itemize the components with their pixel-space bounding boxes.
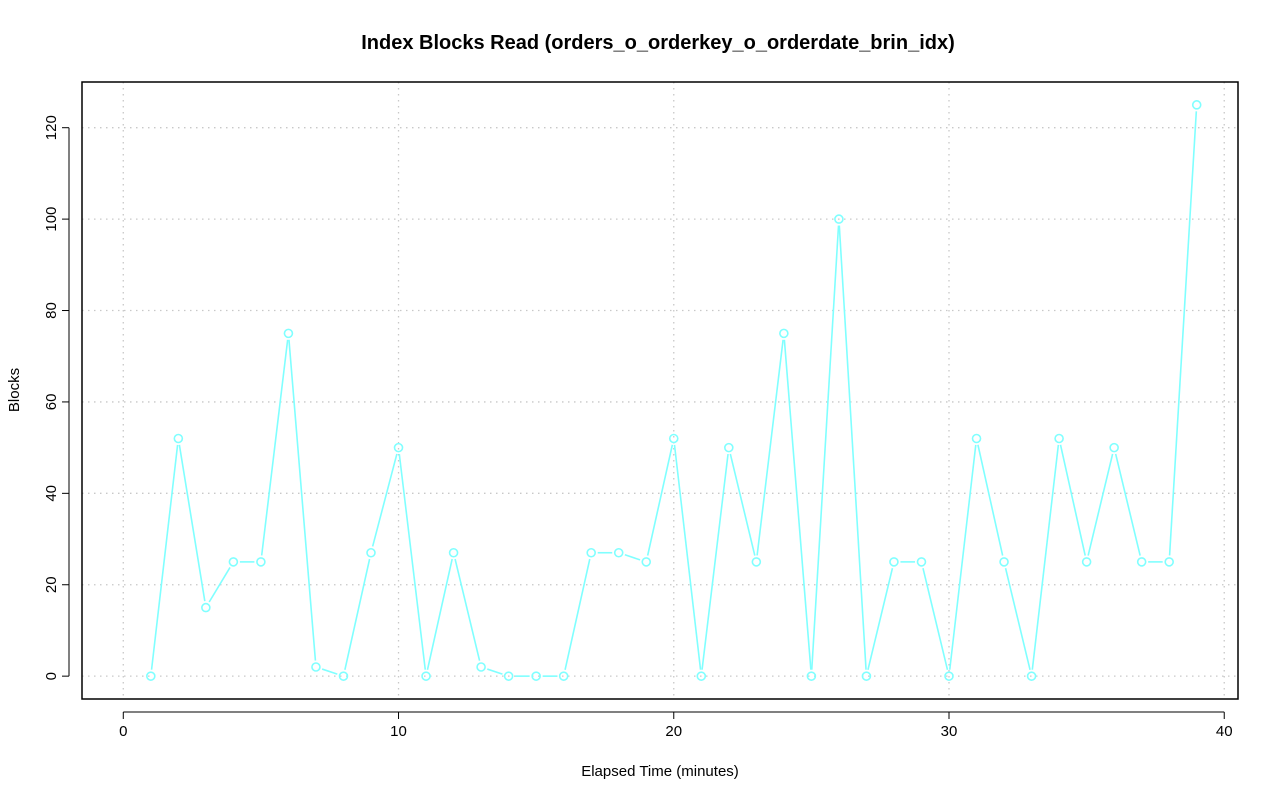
- series-line-segment: [260, 339, 289, 556]
- series-line-segment: [208, 567, 231, 603]
- data-point: [173, 433, 184, 444]
- series-line-segment: [948, 444, 977, 670]
- series-line-segment: [1031, 444, 1060, 670]
- data-point: [201, 602, 211, 613]
- data-point: [531, 671, 541, 681]
- data-point: [1026, 671, 1037, 681]
- data-point: [1164, 557, 1174, 567]
- y-axis-label: Blocks: [6, 368, 23, 412]
- series-line-segment: [178, 444, 206, 602]
- data-point: [311, 662, 321, 672]
- series-line-segment: [454, 558, 481, 661]
- series-line-segment: [398, 453, 427, 670]
- series-line-segment: [288, 339, 317, 661]
- data-point: [834, 214, 844, 224]
- data-point: [448, 547, 459, 558]
- series-line-segment: [371, 453, 398, 547]
- data-point: [668, 433, 679, 444]
- data-point: [751, 557, 762, 567]
- series-line-segment: [564, 558, 591, 670]
- data-point: [861, 671, 872, 681]
- series-line-segment: [646, 444, 674, 556]
- x-axis-label: Elapsed Time (minutes): [581, 763, 739, 780]
- y-tick-label: 40: [43, 485, 60, 502]
- grid-lines: [82, 82, 1238, 699]
- series-line-segment: [1087, 453, 1114, 556]
- y-tick-label: 80: [43, 302, 60, 319]
- plot-frame: [81, 81, 1239, 700]
- data-point: [889, 557, 899, 567]
- series-line-segment: [344, 558, 371, 670]
- series-line-segment: [1059, 444, 1086, 556]
- axes: 0 10 20 30 40 0 20 40 60 80 100 120: [43, 115, 1233, 740]
- data-point: [1054, 433, 1064, 444]
- series-line-segment: [810, 225, 840, 670]
- series-line-segment: [1114, 453, 1141, 556]
- series-line-segment: [321, 668, 338, 675]
- y-tick-label: 0: [43, 672, 60, 680]
- x-tick-label: 0: [119, 723, 127, 740]
- series-line-segment: [756, 339, 784, 556]
- data-point: [421, 671, 431, 681]
- data-point: [228, 557, 239, 567]
- data-point: [641, 557, 652, 567]
- series-line-segment: [624, 554, 641, 561]
- data-point: [806, 671, 817, 681]
- x-tick-label: 30: [941, 723, 958, 740]
- data-point: [146, 671, 156, 681]
- data-point: [283, 328, 294, 339]
- data-point: [724, 442, 734, 453]
- data-point: [944, 671, 954, 681]
- data-point: [586, 547, 596, 558]
- series-line-segment: [729, 453, 756, 556]
- x-tick-label: 40: [1216, 723, 1233, 740]
- x-tick-label: 20: [665, 723, 682, 740]
- data-point: [999, 557, 1009, 567]
- series-line-segment: [977, 444, 1004, 556]
- series-line-segment: [783, 339, 812, 670]
- series-line-segment: [1168, 111, 1198, 556]
- data-point: [476, 662, 486, 672]
- data-point: [503, 671, 514, 681]
- series-line-segment: [487, 668, 503, 675]
- series-line-segment: [1004, 568, 1031, 671]
- data-point: [696, 671, 707, 681]
- series-line-segment: [701, 453, 729, 670]
- data-point: [971, 433, 982, 444]
- data-point: [613, 547, 624, 558]
- series-line-segment: [673, 444, 702, 670]
- data-series: [146, 100, 1202, 681]
- series-line-segment: [867, 568, 894, 671]
- y-tick-label: 120: [43, 115, 60, 140]
- data-point: [256, 557, 266, 567]
- data-point: [779, 328, 789, 339]
- y-tick-label: 100: [43, 207, 60, 232]
- data-point: [916, 557, 927, 567]
- data-point: [1081, 557, 1092, 567]
- data-point: [366, 547, 376, 558]
- data-point: [338, 671, 349, 681]
- data-point: [1136, 557, 1147, 567]
- chart-title: Index Blocks Read (orders_o_orderkey_o_o…: [361, 32, 955, 54]
- series-line-segment: [922, 568, 949, 671]
- series-line-segment: [838, 225, 867, 670]
- data-point: [558, 671, 569, 681]
- data-point: [1191, 100, 1202, 110]
- data-point: [393, 442, 404, 453]
- y-tick-label: 60: [43, 394, 60, 411]
- data-point: [1109, 442, 1119, 453]
- series-line-segment: [426, 558, 453, 670]
- x-tick-label: 10: [390, 723, 407, 740]
- y-tick-label: 20: [43, 576, 60, 593]
- series-line-segment: [150, 444, 179, 670]
